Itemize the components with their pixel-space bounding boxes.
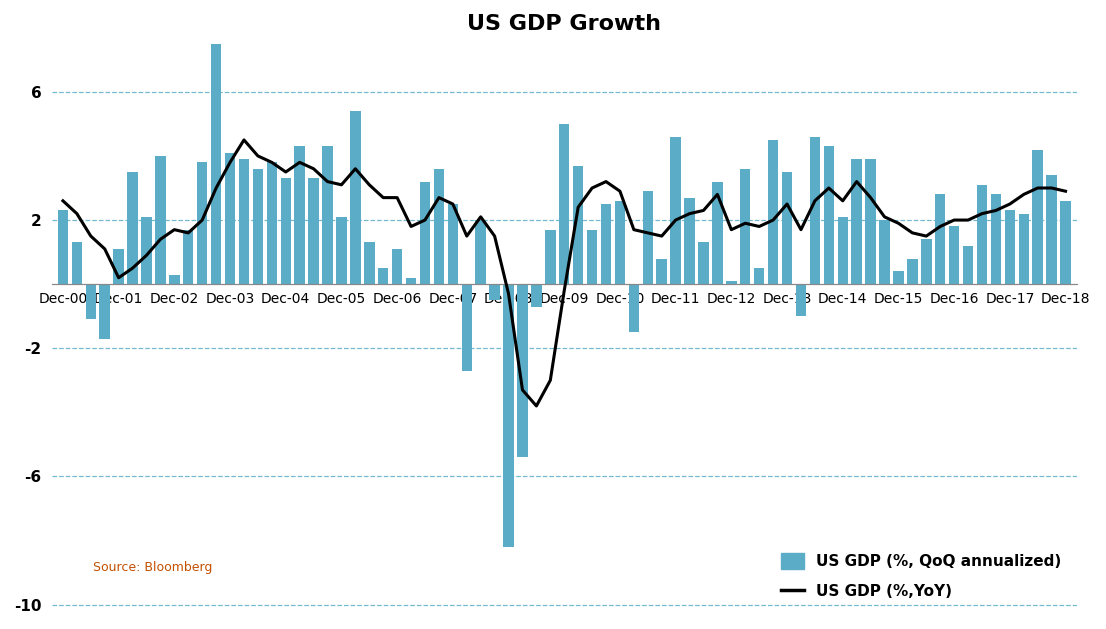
- Bar: [573, 165, 583, 284]
- Bar: [698, 243, 709, 284]
- Bar: [712, 182, 722, 284]
- Bar: [894, 271, 904, 284]
- Bar: [601, 204, 612, 284]
- Bar: [169, 274, 179, 284]
- Bar: [489, 284, 500, 300]
- Bar: [615, 201, 625, 284]
- Bar: [657, 259, 667, 284]
- Bar: [865, 159, 876, 284]
- Bar: [184, 230, 194, 284]
- Bar: [810, 136, 821, 284]
- Bar: [1046, 175, 1057, 284]
- Bar: [754, 268, 764, 284]
- Bar: [364, 243, 375, 284]
- Bar: [406, 278, 416, 284]
- Bar: [267, 162, 276, 284]
- Bar: [434, 169, 445, 284]
- Bar: [211, 44, 221, 284]
- Bar: [322, 147, 333, 284]
- Bar: [628, 284, 639, 332]
- Bar: [58, 211, 69, 284]
- Bar: [392, 249, 403, 284]
- Bar: [503, 284, 514, 547]
- Bar: [85, 284, 96, 320]
- Bar: [531, 284, 542, 306]
- Bar: [1033, 150, 1043, 284]
- Bar: [309, 179, 319, 284]
- Text: Source: Bloomberg: Source: Bloomberg: [93, 561, 212, 574]
- Bar: [72, 243, 82, 284]
- Bar: [795, 284, 806, 316]
- Bar: [197, 162, 208, 284]
- Bar: [420, 182, 430, 284]
- Bar: [727, 281, 737, 284]
- Bar: [837, 217, 848, 284]
- Bar: [294, 147, 305, 284]
- Bar: [336, 217, 346, 284]
- Bar: [127, 172, 138, 284]
- Bar: [782, 172, 792, 284]
- Bar: [977, 185, 988, 284]
- Bar: [155, 156, 166, 284]
- Bar: [100, 284, 109, 338]
- Bar: [252, 169, 263, 284]
- Bar: [587, 230, 597, 284]
- Bar: [1019, 214, 1029, 284]
- Bar: [1061, 201, 1071, 284]
- Bar: [740, 169, 751, 284]
- Bar: [824, 147, 834, 284]
- Bar: [378, 268, 388, 284]
- Bar: [949, 226, 959, 284]
- Bar: [935, 194, 946, 284]
- Bar: [559, 124, 570, 284]
- Title: US GDP Growth: US GDP Growth: [467, 14, 661, 34]
- Bar: [518, 284, 528, 457]
- Bar: [142, 217, 152, 284]
- Bar: [768, 140, 779, 284]
- Bar: [670, 136, 681, 284]
- Bar: [991, 194, 1001, 284]
- Bar: [545, 230, 555, 284]
- Bar: [114, 249, 124, 284]
- Bar: [685, 198, 695, 284]
- Bar: [351, 111, 361, 284]
- Bar: [239, 159, 249, 284]
- Bar: [225, 153, 236, 284]
- Bar: [963, 246, 973, 284]
- Bar: [448, 204, 458, 284]
- Bar: [852, 159, 862, 284]
- Bar: [1004, 211, 1015, 284]
- Bar: [921, 239, 931, 284]
- Bar: [281, 179, 291, 284]
- Bar: [879, 220, 889, 284]
- Legend: US GDP (%, QoQ annualized), US GDP (%,YoY): US GDP (%, QoQ annualized), US GDP (%,Yo…: [773, 545, 1070, 606]
- Bar: [643, 191, 653, 284]
- Bar: [461, 284, 472, 370]
- Bar: [476, 220, 486, 284]
- Bar: [907, 259, 918, 284]
